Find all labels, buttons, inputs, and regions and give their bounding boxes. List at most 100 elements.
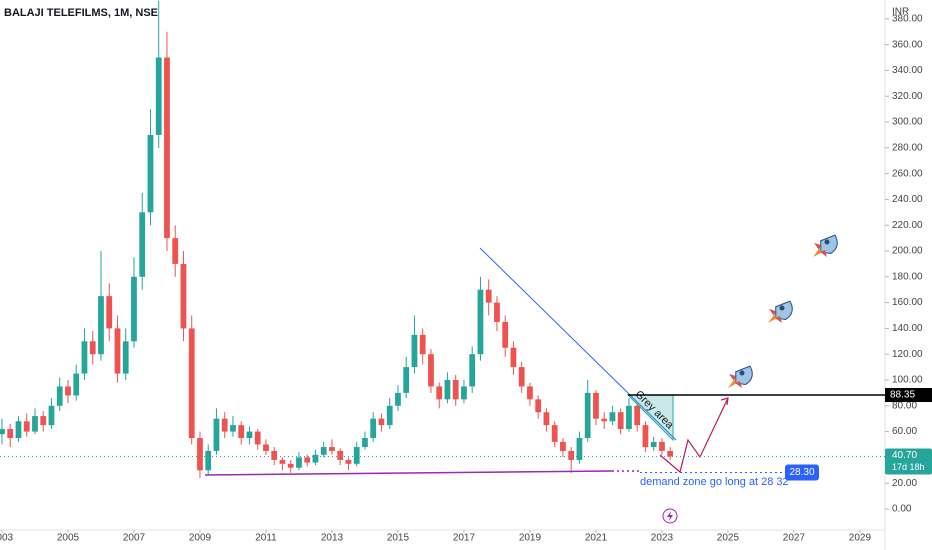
candle-body bbox=[164, 57, 170, 239]
candle-body bbox=[650, 441, 657, 448]
candle-body bbox=[428, 354, 434, 387]
y-tick-label: 240.00 bbox=[892, 194, 923, 205]
candle-body bbox=[48, 405, 55, 426]
y-tick-label: 60.00 bbox=[892, 426, 917, 437]
y-tick-label: 360.00 bbox=[892, 39, 923, 50]
y-tick-label: 220.00 bbox=[892, 220, 923, 231]
candle-body bbox=[370, 418, 377, 439]
candle-body bbox=[560, 441, 566, 451]
lightning-bolt bbox=[667, 511, 673, 521]
last-price-label: 40.70 bbox=[892, 450, 917, 461]
candle-body bbox=[378, 418, 385, 426]
y-tick-label: 80.00 bbox=[892, 400, 917, 411]
candle-body bbox=[7, 429, 14, 439]
x-tick-label: 2021 bbox=[585, 533, 608, 544]
y-tick-label: 260.00 bbox=[892, 168, 923, 179]
projection-arrow bbox=[720, 397, 729, 406]
x-tick-label: 2003 bbox=[0, 533, 14, 544]
candle-body bbox=[419, 334, 426, 355]
candle-body bbox=[40, 416, 47, 426]
candle-body bbox=[197, 438, 203, 471]
candle-body bbox=[114, 328, 121, 374]
candle-body bbox=[32, 416, 38, 432]
candle-body bbox=[263, 444, 269, 451]
candle-body bbox=[485, 289, 492, 303]
candle-body bbox=[221, 418, 228, 432]
candle-body bbox=[147, 134, 154, 213]
candle-body bbox=[510, 347, 517, 368]
candle-body bbox=[312, 454, 319, 463]
candle-body bbox=[626, 405, 632, 430]
x-tick-label: 2015 bbox=[387, 533, 410, 544]
y-tick-label: 380.00 bbox=[892, 13, 923, 24]
candle-body bbox=[180, 263, 187, 329]
candle-body bbox=[131, 276, 137, 342]
x-tick-label: 2005 bbox=[57, 533, 80, 544]
chart-title: BALAJI TELEFILMS, 1M, NSE bbox=[4, 7, 158, 19]
candle-body bbox=[617, 412, 624, 430]
candle-body bbox=[642, 425, 649, 448]
candle-body bbox=[15, 421, 22, 439]
candle-body bbox=[205, 450, 212, 471]
y-tick-label: 20.00 bbox=[892, 478, 917, 489]
candle-body bbox=[353, 447, 360, 464]
candles bbox=[0, 0, 674, 479]
x-tick-label: 2017 bbox=[453, 533, 476, 544]
y-tick-label: 0.00 bbox=[892, 504, 912, 515]
candle-body bbox=[527, 386, 533, 400]
candle-body bbox=[81, 341, 88, 374]
demand-zone-label: demand zone go long at 28 32 bbox=[640, 476, 789, 488]
candle-body bbox=[494, 302, 500, 322]
level-box bbox=[785, 464, 819, 481]
level-label: 88.35 bbox=[890, 390, 915, 401]
y-tick-label: 340.00 bbox=[892, 65, 923, 76]
candle-body bbox=[246, 431, 253, 439]
x-tick-label: 2007 bbox=[123, 533, 146, 544]
candle-body bbox=[403, 367, 410, 393]
candle-body bbox=[279, 459, 286, 464]
candle-body bbox=[287, 463, 294, 468]
candle-body bbox=[362, 438, 368, 448]
rocket-icon bbox=[767, 296, 798, 325]
candle-body bbox=[502, 321, 509, 348]
y-tick-label: 100.00 bbox=[892, 375, 923, 386]
candle-body bbox=[609, 412, 616, 422]
candle-body bbox=[477, 289, 484, 355]
currency-label: INR bbox=[892, 7, 909, 18]
candle-body bbox=[469, 354, 476, 387]
countdown-label: 17d 18h bbox=[892, 462, 925, 472]
projection-path bbox=[659, 397, 729, 474]
y-tick-label: 320.00 bbox=[892, 91, 923, 102]
y-tick-label: 180.00 bbox=[892, 271, 923, 282]
candle-body bbox=[320, 447, 327, 455]
y-tick-label: 200.00 bbox=[892, 246, 923, 257]
x-tick-label: 2013 bbox=[321, 533, 344, 544]
candle-body bbox=[444, 379, 451, 400]
candle-body bbox=[98, 296, 104, 355]
candle-body bbox=[213, 418, 220, 451]
candle-body bbox=[65, 386, 71, 396]
candle-body bbox=[452, 379, 459, 400]
candle-body bbox=[230, 425, 236, 432]
lightning-icon bbox=[662, 508, 678, 524]
x-tick-label: 2027 bbox=[783, 533, 806, 544]
candle-body bbox=[89, 341, 96, 355]
candle-body bbox=[56, 386, 63, 406]
y-tick-label: 280.00 bbox=[892, 142, 923, 153]
level-box bbox=[885, 388, 932, 403]
candle-body bbox=[337, 450, 344, 460]
y-tick-label: 300.00 bbox=[892, 117, 923, 128]
rocket-icon bbox=[812, 230, 843, 259]
candle-body bbox=[122, 341, 129, 374]
candle-body bbox=[576, 438, 583, 460]
candle-body bbox=[23, 421, 30, 432]
x-tick-label: 2011 bbox=[255, 533, 277, 544]
trendline bbox=[479, 247, 677, 441]
candle-body bbox=[659, 441, 665, 451]
x-tick-label: 2019 bbox=[519, 533, 542, 544]
y-tick-label: 140.00 bbox=[892, 323, 923, 334]
candle-body bbox=[601, 418, 608, 422]
last-price-box bbox=[885, 448, 932, 475]
candle-body bbox=[296, 457, 302, 468]
